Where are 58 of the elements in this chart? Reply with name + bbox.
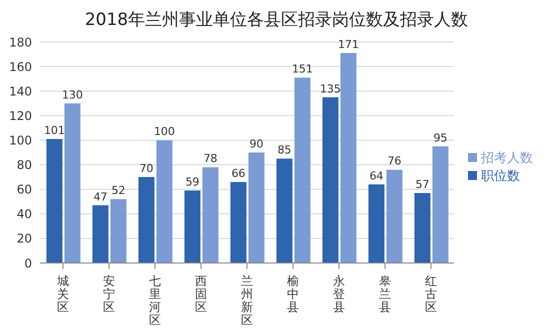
data-label: 59 bbox=[185, 176, 200, 189]
data-label: 85 bbox=[277, 144, 292, 157]
data-label: 151 bbox=[292, 62, 313, 76]
data-label: 70 bbox=[139, 162, 154, 176]
y-tick-label: 0 bbox=[24, 256, 32, 270]
bar bbox=[202, 167, 218, 263]
x-tick-label: 皋兰县 bbox=[379, 274, 391, 314]
bar bbox=[294, 78, 310, 263]
data-label: 64 bbox=[369, 169, 384, 182]
data-label: 101 bbox=[44, 124, 65, 137]
bar bbox=[110, 199, 126, 263]
bar bbox=[340, 53, 356, 263]
bar bbox=[64, 103, 80, 263]
data-label: 171 bbox=[338, 38, 359, 52]
data-label: 130 bbox=[62, 88, 83, 102]
bar bbox=[386, 170, 402, 263]
x-tick-label: 榆中县 bbox=[287, 274, 299, 314]
bar bbox=[322, 97, 338, 263]
y-tick-label: 60 bbox=[16, 182, 32, 197]
data-label: 76 bbox=[387, 154, 402, 168]
y-tick-label: 120 bbox=[9, 108, 32, 123]
y-tick-label: 180 bbox=[9, 35, 32, 50]
y-tick-label: 140 bbox=[9, 84, 32, 98]
bar bbox=[414, 193, 430, 263]
y-tick-label: 160 bbox=[9, 60, 32, 74]
x-tick-label: 兰州新区 bbox=[241, 274, 253, 327]
x-tick-label: 城关区 bbox=[56, 274, 69, 314]
data-label: 78 bbox=[203, 152, 218, 166]
x-tick-label: 西固区 bbox=[195, 274, 207, 314]
data-label: 52 bbox=[111, 184, 126, 198]
data-label: 47 bbox=[93, 190, 108, 204]
y-tick-label: 40 bbox=[16, 207, 32, 222]
bar bbox=[276, 158, 292, 263]
x-tick-label: 红古区 bbox=[425, 274, 437, 314]
bar bbox=[156, 140, 172, 263]
y-tick-label: 20 bbox=[16, 232, 32, 246]
bar bbox=[184, 190, 200, 263]
legend-label: 招考人数 bbox=[481, 150, 533, 166]
bar bbox=[230, 182, 246, 263]
data-label: 95 bbox=[433, 131, 448, 144]
x-tick-label: 安宁区 bbox=[103, 274, 115, 314]
y-tick-label: 100 bbox=[9, 133, 32, 148]
bar bbox=[248, 152, 264, 263]
data-label: 100 bbox=[154, 125, 175, 138]
x-tick-label: 永登县 bbox=[333, 274, 345, 314]
bar bbox=[92, 205, 108, 263]
bar bbox=[138, 177, 154, 263]
x-tick-label: 七里河区 bbox=[149, 274, 161, 327]
data-label: 57 bbox=[415, 178, 430, 192]
y-tick-label: 80 bbox=[16, 158, 32, 172]
data-label: 135 bbox=[320, 82, 341, 96]
chart-title: 2018年兰州事业单位各县区招录岗位数及招录人数 bbox=[84, 9, 470, 31]
legend-label: 职位数 bbox=[481, 168, 520, 184]
data-label: 66 bbox=[231, 166, 246, 180]
bar bbox=[432, 146, 448, 263]
bar bbox=[46, 138, 62, 263]
bar bbox=[368, 184, 384, 263]
data-label: 90 bbox=[249, 138, 264, 150]
